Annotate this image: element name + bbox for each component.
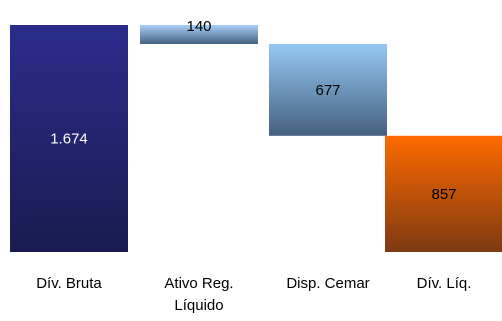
category-label-1-line-1: Dív. Bruta (36, 275, 102, 292)
bar-3 (269, 43, 387, 136)
bar-1 (10, 25, 128, 252)
value-label-2: 140 (186, 18, 211, 35)
bar-2 (140, 25, 258, 44)
value-label-1: 1.674 (50, 131, 88, 148)
value-label-4: 857 (431, 186, 456, 203)
category-label-2-line-2: Líquido (174, 297, 223, 314)
category-label-3-line-1: Disp. Cemar (286, 275, 369, 292)
value-label-3: 677 (315, 82, 340, 99)
category-label-4-line-1: Dív. Líq. (417, 275, 472, 292)
bar-4 (385, 135, 502, 252)
category-label-2-line-1: Ativo Reg. (164, 275, 233, 292)
